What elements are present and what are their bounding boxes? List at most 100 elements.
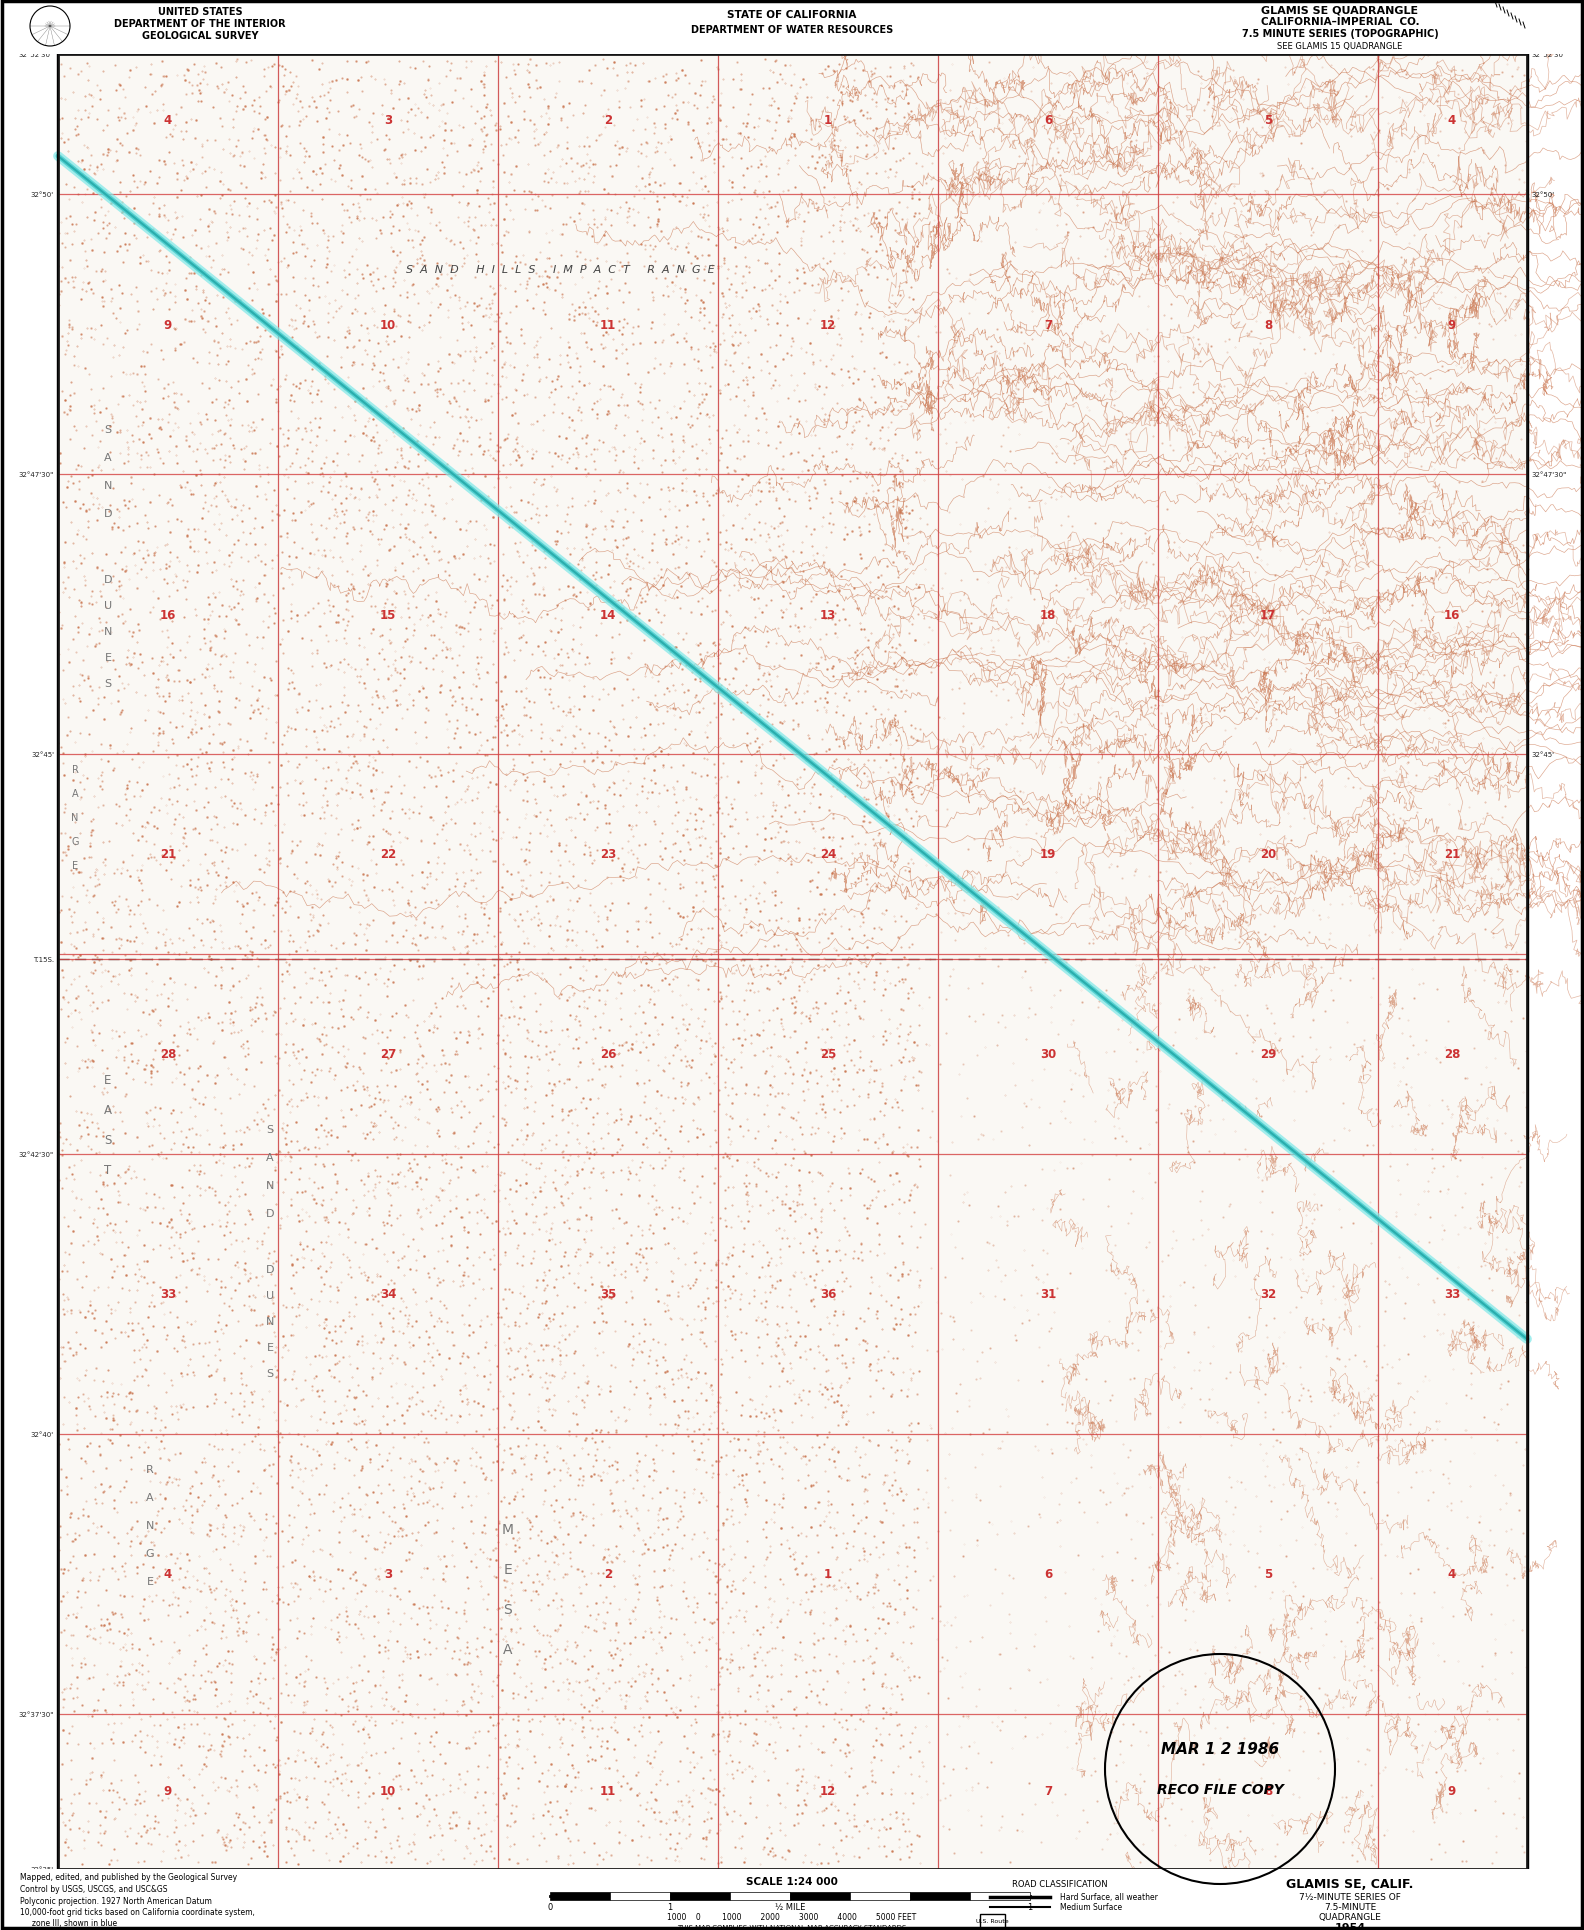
Text: 21: 21 [160,847,176,861]
Text: 1954: 1954 [1334,1922,1365,1930]
Text: S  A  N  D     H  I  L  L  S     I  M  P  A  C  T     R  A  N  G  E: S A N D H I L L S I M P A C T R A N G E [406,264,714,274]
Text: 05': 05' [493,1876,504,1882]
Text: U.S. Route: U.S. Route [976,1918,1009,1924]
Text: A: A [71,789,78,799]
Text: 32°47'30": 32°47'30" [19,471,54,479]
Text: ½ MILE: ½ MILE [775,1901,805,1911]
Text: U: U [266,1291,274,1301]
Text: GLAMIS SE, CALIF.: GLAMIS SE, CALIF. [1286,1878,1413,1891]
Text: D: D [266,1264,274,1274]
Text: MAR 1 2 1986: MAR 1 2 1986 [1161,1741,1278,1756]
Text: 10: 10 [380,1785,396,1797]
Text: E: E [266,1341,274,1353]
Text: 3: 3 [383,114,393,127]
Text: S: S [266,1368,274,1378]
Text: 115°07'30": 115°07'30" [38,1876,78,1882]
Text: 19: 19 [1039,847,1057,861]
Text: 32°50': 32°50' [30,191,54,199]
Text: QUADRANGLE: QUADRANGLE [1318,1913,1381,1922]
Text: Control by USGS, USCGS, and USC&GS: Control by USGS, USCGS, and USC&GS [21,1884,168,1893]
Text: 6: 6 [1044,1567,1052,1581]
Text: 12: 12 [821,318,836,332]
Text: THIS MAP COMPLIES WITH NATIONAL MAP ACCURACY STANDARDS: THIS MAP COMPLIES WITH NATIONAL MAP ACCU… [678,1924,906,1930]
Text: T: T [105,1164,111,1175]
Text: 32°35': 32°35' [30,1866,54,1872]
Text: 1000    0         1000        2000        3000        4000        5000 FEET: 1000 0 1000 2000 3000 4000 5000 FEET [667,1913,917,1920]
Text: 30: 30 [1039,1048,1057,1062]
Text: A: A [105,1102,112,1116]
Text: 28: 28 [1443,1048,1460,1062]
Text: 05': 05' [493,42,504,48]
Text: N: N [146,1521,154,1530]
Text: 27: 27 [380,1048,396,1062]
Text: 34: 34 [380,1287,396,1301]
Text: 7.5-MINUTE: 7.5-MINUTE [1324,1903,1376,1911]
Text: 3: 3 [383,1567,393,1581]
Text: 10: 10 [380,318,396,332]
Text: 02'30": 02'30" [706,42,730,48]
Text: 32°45': 32°45' [1532,751,1554,758]
Text: 1: 1 [1028,1901,1033,1911]
Text: 5: 5 [1264,114,1272,127]
Text: A: A [504,1642,513,1656]
Text: 29: 29 [1259,1048,1277,1062]
Text: 07'30": 07'30" [266,42,290,48]
Text: 11: 11 [600,1785,616,1797]
Bar [969,1891,1030,1899]
Text: E: E [105,652,111,662]
Text: 0: 0 [548,1901,553,1911]
Text: 12: 12 [821,1785,836,1797]
Bar [909,1891,969,1899]
Bar [730,1891,790,1899]
Text: 32°42'30": 32°42'30" [19,1152,54,1158]
Text: RECO FILE COPY: RECO FILE COPY [1156,1781,1283,1797]
Text: 17: 17 [1259,608,1277,621]
Text: 33: 33 [1445,1287,1460,1301]
Text: 1: 1 [824,114,832,127]
Text: S: S [504,1602,512,1615]
Text: A: A [105,454,112,463]
Bar [851,1891,909,1899]
Text: D: D [266,1208,274,1218]
Bar [550,1891,610,1899]
Text: 55': 55' [1373,1876,1383,1882]
Text: E: E [71,861,78,870]
Text: 25: 25 [821,1048,836,1062]
Text: 6: 6 [1044,114,1052,127]
Text: E: E [105,1073,112,1087]
Text: 20: 20 [1259,847,1277,861]
Text: 22: 22 [380,847,396,861]
Text: 55': 55' [1373,42,1383,48]
Text: N: N [266,1316,274,1326]
Text: R: R [146,1465,154,1475]
Text: Medium Surface: Medium Surface [1060,1903,1121,1911]
Text: Polyconic projection. 1927 North American Datum: Polyconic projection. 1927 North America… [21,1895,212,1905]
Text: 32°47'30": 32°47'30" [1532,471,1567,479]
Text: SCALE 1:24 000: SCALE 1:24 000 [746,1876,838,1886]
Text: 32°52'30": 32°52'30" [19,52,54,58]
Bar [610,1891,670,1899]
Text: DEPARTMENT OF WATER RESOURCES: DEPARTMENT OF WATER RESOURCES [691,25,893,35]
Text: 36: 36 [821,1287,836,1301]
Bar [790,1891,851,1899]
Text: 8: 8 [1264,318,1272,332]
Text: 4: 4 [1448,114,1456,127]
Text: 28: 28 [160,1048,176,1062]
Text: 16: 16 [160,608,176,621]
Text: N: N [266,1181,274,1191]
Text: 31: 31 [1039,1287,1057,1301]
Text: zone III, shown in blue: zone III, shown in blue [21,1918,117,1926]
Text: 7: 7 [1044,1785,1052,1797]
Text: M: M [502,1523,513,1536]
Text: D: D [103,510,112,519]
Text: 11: 11 [600,318,616,332]
Text: 07'30": 07'30" [266,1876,290,1882]
Text: 33: 33 [160,1287,176,1301]
Text: G: G [71,836,79,847]
Text: 32°45': 32°45' [32,751,54,758]
Text: 1: 1 [824,1567,832,1581]
Text: 4: 4 [1448,1567,1456,1581]
Text: 26: 26 [600,1048,616,1062]
Text: Mapped, edited, and published by the Geological Survey: Mapped, edited, and published by the Geo… [21,1872,238,1882]
Text: GEOLOGICAL SURVEY: GEOLOGICAL SURVEY [141,31,258,41]
